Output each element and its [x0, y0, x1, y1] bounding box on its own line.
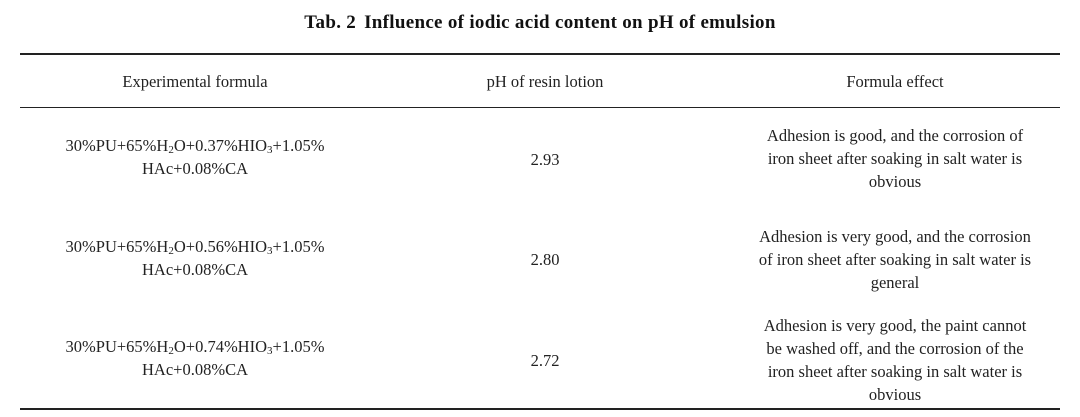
table-bottom-rule: [20, 408, 1060, 410]
formula-line-2: HAc+0.08%CA: [141, 159, 248, 178]
formula-line-2: HAc+0.08%CA: [141, 260, 248, 279]
table-title: Influence of iodic acid content on pH of…: [364, 12, 776, 33]
effect-line: iron sheet after soaking in salt water i…: [767, 362, 1023, 381]
column-header-ph: pH of resin lotion: [486, 72, 604, 91]
column-header-formula: Experimental formula: [122, 72, 268, 91]
effect-line: iron sheet after soaking in salt water i…: [767, 149, 1023, 168]
table-caption: Tab. 2 Influence of iodic acid content on…: [0, 12, 1080, 34]
formula-cell: 30%PU+65%H2O+0.37%HIO3+1.05% HAc+0.08%CA: [20, 134, 370, 180]
effect-cell: Adhesion is good, and the corrosion of i…: [720, 124, 1070, 193]
formula-line-1: 30%PU+65%H2O+0.74%HIO3+1.05%: [65, 337, 325, 357]
formula-cell: 30%PU+65%H2O+0.74%HIO3+1.05% HAc+0.08%CA: [20, 335, 370, 381]
ph-value-cell: 2.80: [530, 250, 560, 269]
table-header-rule: [20, 107, 1060, 108]
ph-value-cell: 2.72: [530, 351, 560, 370]
formula-cell: 30%PU+65%H2O+0.56%HIO3+1.05% HAc+0.08%CA: [20, 235, 370, 281]
formula-line-2: HAc+0.08%CA: [141, 360, 248, 379]
effect-line: Adhesion is good, and the corrosion of: [766, 126, 1024, 145]
effect-line: of iron sheet after soaking in salt wate…: [758, 250, 1032, 269]
effect-cell: Adhesion is very good, and the corrosion…: [720, 225, 1070, 294]
effect-line: be washed off, and the corrosion of the: [766, 339, 1024, 358]
table-number: Tab. 2: [304, 12, 357, 33]
effect-line: obvious: [868, 385, 922, 404]
effect-line: Adhesion is very good, the paint cannot: [763, 316, 1027, 335]
effect-line: general: [870, 273, 920, 292]
formula-line-1: 30%PU+65%H2O+0.37%HIO3+1.05%: [65, 136, 325, 156]
effect-line: Adhesion is very good, and the corrosion: [759, 227, 1031, 246]
effect-cell: Adhesion is very good, the paint cannot …: [720, 314, 1070, 406]
table-top-rule: [20, 53, 1060, 55]
column-header-effect: Formula effect: [846, 72, 944, 91]
formula-line-1: 30%PU+65%H2O+0.56%HIO3+1.05%: [65, 237, 325, 257]
ph-value-cell: 2.93: [530, 150, 560, 169]
effect-line: obvious: [868, 172, 922, 191]
